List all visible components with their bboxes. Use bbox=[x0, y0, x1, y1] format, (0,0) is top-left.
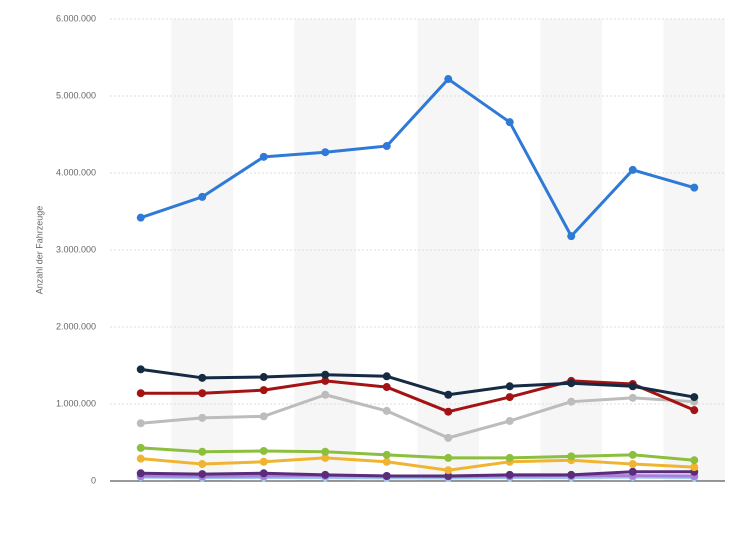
data-point bbox=[444, 453, 453, 462]
data-point bbox=[690, 393, 699, 402]
data-point bbox=[136, 213, 145, 222]
data-point bbox=[628, 450, 637, 459]
series-line bbox=[140, 367, 695, 399]
data-point bbox=[444, 471, 453, 480]
data-point bbox=[198, 447, 207, 456]
data-point bbox=[444, 466, 453, 475]
data-point bbox=[198, 460, 207, 469]
data-point bbox=[567, 379, 576, 388]
data-point bbox=[136, 365, 145, 374]
y-tick-label: 3.000.000 bbox=[56, 244, 96, 254]
data-point bbox=[198, 373, 207, 382]
series-line bbox=[140, 379, 695, 414]
data-point bbox=[382, 142, 391, 151]
data-point bbox=[321, 370, 330, 379]
y-tick-label: 1.000.000 bbox=[56, 398, 96, 408]
data-point bbox=[321, 453, 330, 462]
data-point bbox=[690, 456, 699, 465]
data-point bbox=[382, 457, 391, 466]
data-point bbox=[382, 372, 391, 381]
data-point bbox=[690, 406, 699, 415]
data-point bbox=[444, 433, 453, 442]
data-point bbox=[198, 413, 207, 422]
data-point bbox=[198, 470, 207, 479]
data-point bbox=[136, 443, 145, 452]
data-point bbox=[259, 469, 268, 478]
data-point bbox=[259, 152, 268, 161]
data-point bbox=[567, 232, 576, 241]
data-point bbox=[136, 469, 145, 478]
data-point bbox=[259, 386, 268, 395]
data-point bbox=[136, 389, 145, 398]
data-point bbox=[505, 118, 514, 127]
data-point bbox=[505, 416, 514, 425]
data-point bbox=[382, 406, 391, 415]
data-point bbox=[444, 75, 453, 84]
data-point bbox=[567, 452, 576, 461]
data-point bbox=[321, 390, 330, 399]
data-point bbox=[628, 382, 637, 391]
data-point bbox=[382, 471, 391, 480]
data-point bbox=[382, 383, 391, 392]
data-point bbox=[567, 397, 576, 406]
data-point bbox=[567, 470, 576, 479]
data-point bbox=[628, 165, 637, 174]
data-point bbox=[321, 376, 330, 385]
data-point bbox=[259, 412, 268, 421]
y-axis-label: Anzahl der Fahrzeuge bbox=[34, 206, 44, 295]
data-point bbox=[628, 460, 637, 469]
data-point bbox=[505, 453, 514, 462]
data-point bbox=[321, 447, 330, 456]
y-tick-label: 2.000.000 bbox=[56, 321, 96, 331]
series-line bbox=[140, 446, 695, 462]
data-point bbox=[259, 446, 268, 455]
data-point bbox=[198, 389, 207, 398]
data-point bbox=[505, 393, 514, 402]
y-tick-label: 5.000.000 bbox=[56, 90, 96, 100]
data-point bbox=[690, 183, 699, 192]
data-point bbox=[444, 390, 453, 399]
data-point bbox=[321, 148, 330, 157]
y-tick-label: 4.000.000 bbox=[56, 167, 96, 177]
data-point bbox=[690, 463, 699, 472]
band bbox=[294, 19, 356, 481]
data-point bbox=[628, 393, 637, 402]
data-point bbox=[259, 457, 268, 466]
series-line bbox=[140, 470, 695, 478]
data-point bbox=[136, 419, 145, 428]
data-point bbox=[505, 382, 514, 391]
series-line bbox=[140, 456, 695, 472]
data-point bbox=[321, 470, 330, 479]
data-point bbox=[198, 192, 207, 201]
series-line bbox=[140, 77, 695, 238]
data-point bbox=[382, 450, 391, 459]
data-point bbox=[628, 467, 637, 476]
y-tick-label: 6.000.000 bbox=[56, 13, 96, 23]
series-line bbox=[140, 393, 695, 440]
data-point bbox=[259, 373, 268, 382]
y-tick-label: 0 bbox=[91, 475, 96, 485]
data-point bbox=[136, 454, 145, 463]
data-point bbox=[505, 470, 514, 479]
data-point bbox=[444, 407, 453, 416]
